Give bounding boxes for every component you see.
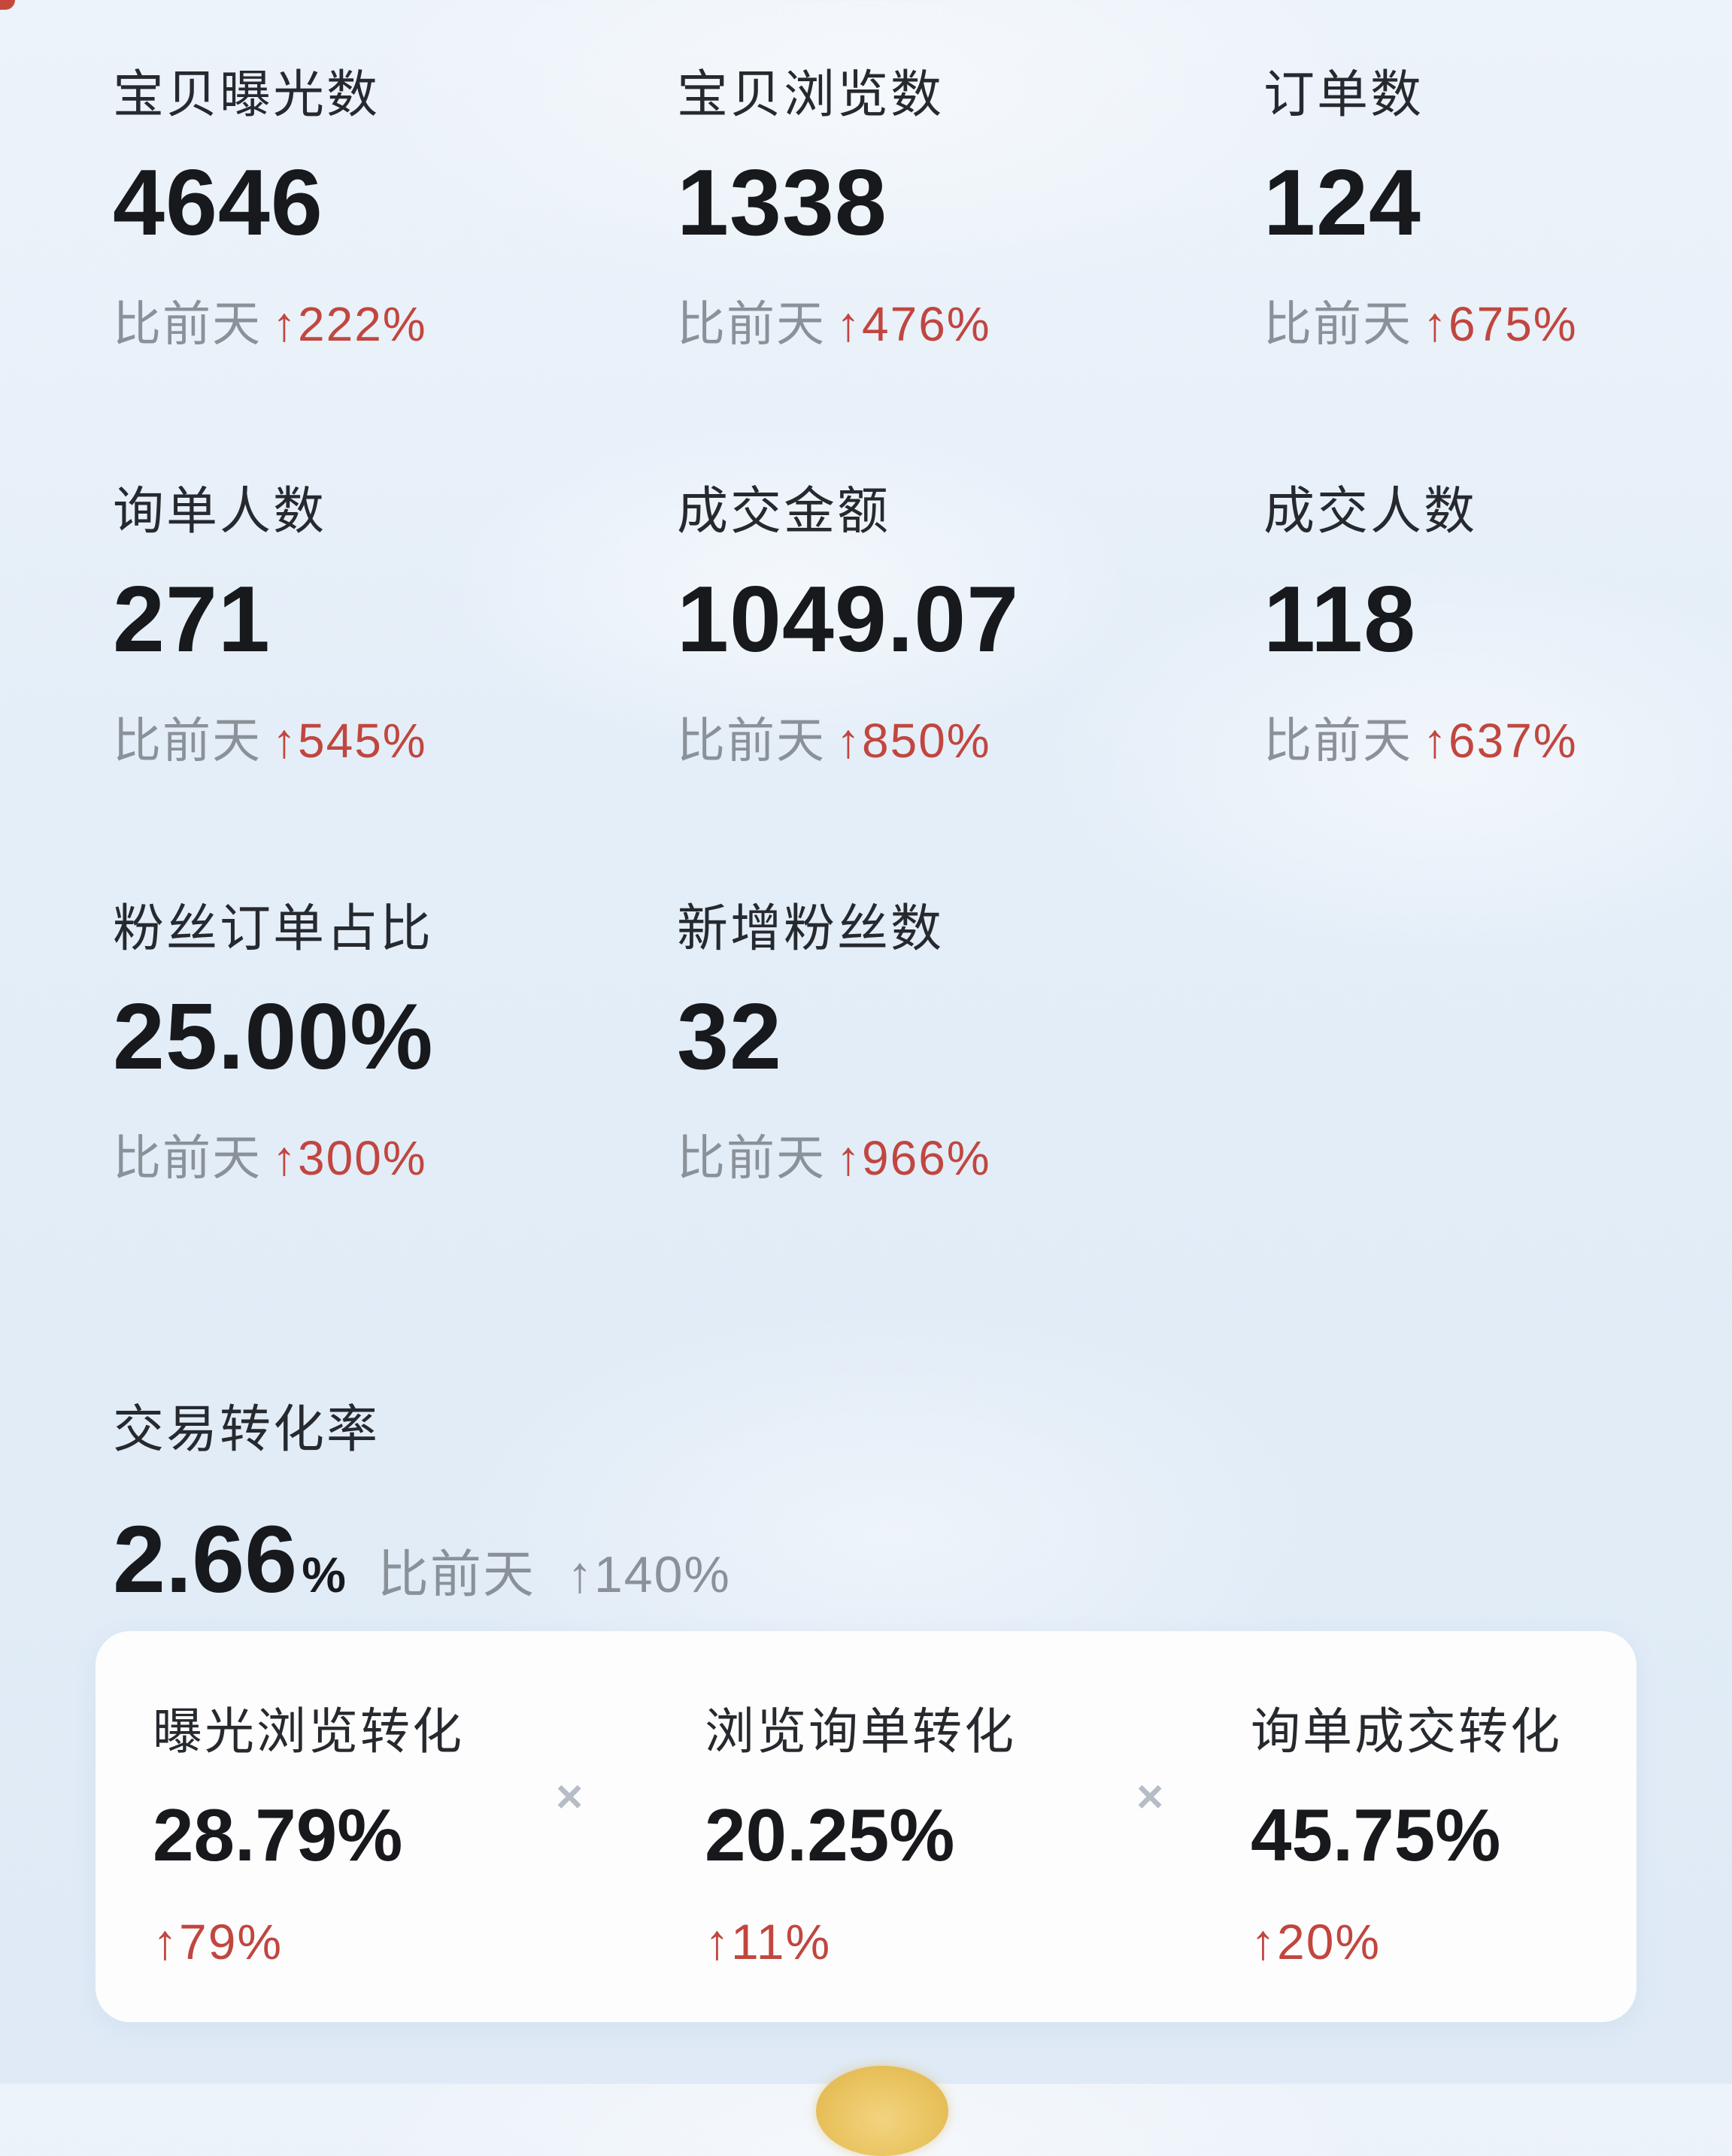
metric-compare: 比前天 ↑675% — [1263, 298, 1649, 350]
metric-compare: 比前天 ↑545% — [113, 714, 677, 767]
funnel-label: 浏览询单转化 — [705, 1703, 1016, 1760]
floating-button-partial[interactable] — [816, 2066, 948, 2156]
metric-inquiry-users: 询单人数 271 比前天 ↑545% — [113, 486, 677, 767]
metric-transaction-amount: 成交金额 1049.07 比前天 ↑850% — [677, 486, 1263, 767]
change-up-value: ↑675% — [1423, 297, 1578, 351]
compare-prefix: 比前天 — [1263, 714, 1412, 769]
metric-value: 124 — [1263, 151, 1421, 255]
conversion-rate-unit: % — [302, 1547, 346, 1603]
metric-label: 成交人数 — [1263, 483, 1478, 541]
metric-value: 1338 — [677, 151, 887, 255]
funnel-label: 曝光浏览转化 — [153, 1703, 464, 1760]
change-up-value: ↑476% — [836, 297, 991, 351]
funnel-label: 询单成交转化 — [1251, 1703, 1562, 1760]
metric-value: 1049.07 — [677, 568, 1020, 672]
metric-compare: 比前天 ↑637% — [1263, 714, 1649, 767]
compare-prefix: 比前天 — [677, 1130, 826, 1185]
metrics-grid: 宝贝曝光数 4646 比前天 ↑222% 宝贝浏览数 1338 比前天 ↑476% … — [113, 69, 1649, 1184]
change-up-value: ↑20% — [1251, 1914, 1382, 1970]
funnel-value: 45.75% — [1251, 1794, 1501, 1877]
metric-label: 宝贝浏览数 — [677, 66, 945, 123]
metric-compare: 比前天 ↑476% — [677, 298, 1263, 350]
funnel-value: 28.79% — [153, 1794, 403, 1877]
funnel-view-to-inquiry: 浏览询单转化 20.25% ↑11% — [705, 1706, 1016, 1966]
change-up-value: ↑850% — [836, 714, 991, 769]
metric-orders: 订单数 124 比前天 ↑675% — [1263, 69, 1649, 350]
metric-item-exposure: 宝贝曝光数 4646 比前天 ↑222% — [113, 69, 677, 350]
metric-transaction-users: 成交人数 118 比前天 ↑637% — [1263, 486, 1649, 767]
multiply-separator-icon: × — [1136, 1771, 1164, 1824]
compare-prefix: 比前天 — [677, 297, 826, 351]
change-up-value: ↑222% — [272, 297, 427, 351]
metric-label: 宝贝曝光数 — [113, 66, 381, 123]
metric-label: 询单人数 — [113, 483, 327, 541]
change-up-value: ↑966% — [836, 1130, 991, 1185]
metric-label: 成交金额 — [677, 483, 891, 541]
change-up-value: ↑11% — [705, 1914, 832, 1970]
metric-value: 118 — [1263, 568, 1417, 672]
compare-prefix: 比前天 — [377, 1546, 535, 1604]
change-up-value: ↑300% — [272, 1130, 427, 1185]
funnel-value: 20.25% — [705, 1794, 955, 1877]
metric-compare: 比前天 ↑300% — [113, 1132, 677, 1184]
metric-label: 新增粉丝数 — [677, 899, 945, 957]
change-up-value: ↑637% — [1423, 714, 1578, 769]
conversion-rate-label: 交易转化率 — [113, 1401, 381, 1459]
metric-compare: 比前天 ↑966% — [677, 1132, 1263, 1184]
compare-prefix: 比前天 — [1263, 297, 1412, 351]
metric-compare: 比前天 ↑222% — [113, 298, 677, 350]
metric-item-views: 宝贝浏览数 1338 比前天 ↑476% — [677, 69, 1263, 350]
conversion-funnel-card: 曝光浏览转化 28.79% ↑79% × 浏览询单转化 20.25% ↑11% … — [96, 1631, 1636, 2023]
metric-value: 32 — [677, 984, 782, 1089]
conversion-rate-row: 2.66 % 比前天 ↑140% — [113, 1512, 1649, 1607]
metric-label: 粉丝订单占比 — [113, 899, 434, 957]
red-corner-fragment — [0, 0, 15, 10]
compare-prefix: 比前天 — [677, 714, 826, 769]
change-up-value: ↑140% — [566, 1546, 731, 1604]
metric-value: 25.00% — [113, 984, 434, 1089]
change-up-value: ↑545% — [272, 714, 427, 769]
compare-prefix: 比前天 — [113, 714, 262, 769]
compare-prefix: 比前天 — [113, 297, 262, 351]
conversion-rate-section: 交易转化率 2.66 % 比前天 ↑140% — [113, 1404, 1649, 1607]
conversion-rate-value: 2.66 — [113, 1506, 298, 1613]
metric-value: 271 — [113, 568, 271, 672]
metric-label: 订单数 — [1263, 66, 1424, 123]
funnel-inquiry-to-deal: 询单成交转化 45.75% ↑20% — [1251, 1706, 1562, 1966]
multiply-separator-icon: × — [556, 1771, 584, 1824]
compare-prefix: 比前天 — [113, 1130, 262, 1185]
change-up-value: ↑79% — [153, 1914, 284, 1970]
metric-compare: 比前天 ↑850% — [677, 714, 1263, 767]
funnel-exposure-to-view: 曝光浏览转化 28.79% ↑79% — [153, 1706, 464, 1966]
metric-fan-order-ratio: 粉丝订单占比 25.00% 比前天 ↑300% — [113, 903, 677, 1184]
stats-dashboard: 宝贝曝光数 4646 比前天 ↑222% 宝贝浏览数 1338 比前天 ↑476% … — [96, 69, 1649, 2023]
metric-value: 4646 — [113, 151, 323, 255]
metric-new-fans: 新增粉丝数 32 比前天 ↑966% — [677, 903, 1263, 1184]
